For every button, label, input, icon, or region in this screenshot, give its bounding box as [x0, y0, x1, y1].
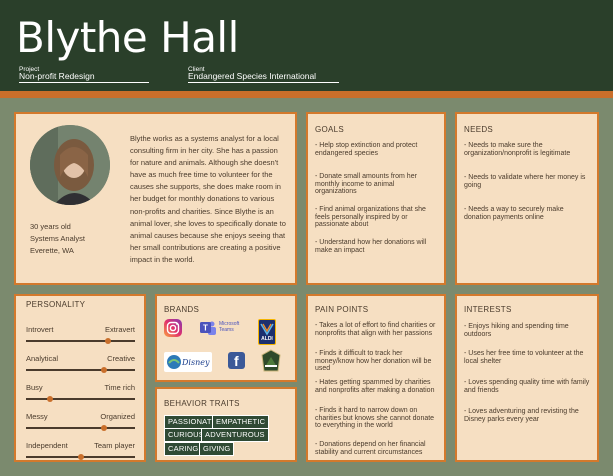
microsoft-teams-icon: T Microsoft Teams: [199, 319, 245, 337]
scale-right-label: Organized: [100, 412, 135, 421]
trait-tag: CURIOUS: [164, 428, 208, 442]
scale-left-label: Analytical: [26, 354, 59, 363]
bio-text: Blythe works as a systems analyst for a …: [130, 134, 286, 264]
need-item: - Needs to make sure the organization/no…: [464, 142, 571, 157]
pain-point-item: - Takes a lot of effort to find charitie…: [315, 322, 436, 337]
facebook-icon: f: [228, 352, 245, 369]
needs-title: NEEDS: [464, 125, 494, 134]
scale-right-label: Team player: [94, 441, 135, 450]
goal-item: - Donate small amounts from her monthly …: [315, 173, 417, 195]
need-item: - Needs to validate where her money is g…: [464, 174, 586, 189]
national-parks-icon: [261, 349, 281, 378]
goals-title: GOALS: [315, 125, 345, 134]
aldi-icon: ALDI: [258, 319, 276, 345]
scale-marker: [104, 337, 111, 344]
job-text: Systems Analyst: [30, 234, 86, 243]
instagram-icon: [164, 319, 182, 342]
scale-track: [26, 369, 135, 371]
personality-card: [14, 294, 146, 462]
scale-left-label: Independent: [26, 441, 68, 450]
pain-points-card: [306, 294, 446, 462]
trait-tag: GIVING: [199, 442, 235, 456]
disney-text: Disney: [182, 358, 210, 367]
personality-scale: Busy Time rich: [26, 383, 135, 405]
scale-right-label: Creative: [107, 354, 135, 363]
personality-scale: Messy Organized: [26, 412, 135, 434]
interest-item: - Loves adventuring and revisting the Di…: [464, 408, 579, 423]
trait-tag: CARING: [164, 442, 203, 456]
svg-text:T: T: [203, 324, 208, 333]
scale-track: [26, 427, 135, 429]
personality-scale: Introvert Extravert: [26, 325, 135, 347]
scale-left-label: Introvert: [26, 325, 54, 334]
scale-right-label: Extravert: [104, 325, 135, 334]
project-label: Project: [19, 66, 40, 73]
goal-item: - Find animal organizations that she fee…: [315, 206, 426, 228]
goal-item: - Help stop extinction and protect endan…: [315, 142, 418, 157]
pain-points-title: PAIN POINTS: [315, 305, 369, 314]
scale-marker: [77, 453, 84, 460]
client-value: Endangered Species International: [188, 71, 339, 83]
scale-marker: [46, 395, 53, 402]
personality-title: PERSONALITY: [26, 300, 86, 309]
avatar: [30, 125, 110, 205]
pain-point-item: - Donations depend on her financial stab…: [315, 441, 426, 456]
behavior-title: BEHAVIOR TRAITS: [164, 399, 240, 408]
trait-tag: ADVENTUROUS: [201, 428, 269, 442]
interests-title: INTERESTS: [464, 305, 512, 314]
needs-card: [455, 112, 599, 285]
client-label: Client: [188, 66, 205, 73]
scale-marker: [101, 424, 108, 431]
personality-scale: Independent Team player: [26, 441, 135, 463]
need-item: - Needs a way to securely make donation …: [464, 206, 564, 221]
pain-point-item: - Hates getting spammed by charities and…: [315, 379, 435, 394]
goal-item: - Understand how her donations will make…: [315, 239, 427, 254]
header-bar: Blythe Hall Project Non-profit Redesign …: [0, 0, 613, 91]
teams-text: Microsoft Teams: [219, 321, 240, 333]
scale-marker: [101, 366, 108, 373]
interest-item: - Enjoys hiking and spending time outdoo…: [464, 323, 569, 338]
brands-title: BRANDS: [164, 305, 200, 314]
goals-card: [306, 112, 446, 285]
project-value: Non-profit Redesign: [19, 71, 149, 83]
interest-item: - Uses her free time to volunteer at the…: [464, 350, 584, 365]
scale-track: [26, 398, 135, 400]
personality-scale: Analytical Creative: [26, 354, 135, 376]
interest-item: - Loves spending quality time with famil…: [464, 379, 590, 394]
location-text: Everette, WA: [30, 246, 74, 255]
scale-left-label: Messy: [26, 412, 48, 421]
aldi-text: ALDI: [261, 336, 273, 342]
disney-parks-icon: Disney: [164, 352, 212, 372]
pain-point-item: - Finds it hard to narrow down on charit…: [315, 407, 435, 429]
persona-name: Blythe Hall: [16, 13, 239, 62]
scale-right-label: Time rich: [104, 383, 135, 392]
trait-tag: EMPATHETIC: [212, 415, 270, 429]
interests-card: [455, 294, 599, 462]
age-text: 30 years old: [30, 222, 71, 231]
accent-band: [0, 91, 613, 98]
scale-track: [26, 340, 135, 342]
scale-left-label: Busy: [26, 383, 43, 392]
facebook-text: f: [234, 353, 239, 369]
pain-point-item: - Finds it difficult to track her money/…: [315, 350, 432, 372]
